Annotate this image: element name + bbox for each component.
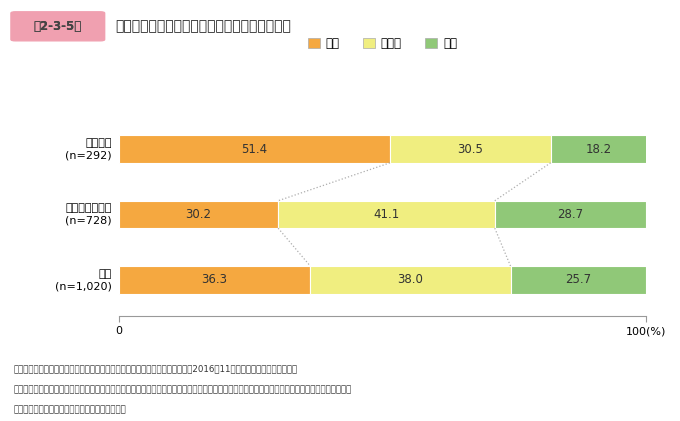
Bar <box>119 201 278 228</box>
Text: 36.3: 36.3 <box>202 273 228 286</box>
Bar <box>551 136 647 163</box>
Bar <box>511 266 646 293</box>
Text: 資料：中小企業庁委託「中小企業の成長に向けた事業戦略等に関する調査」（2016年11月、（株）野村総合研究所）: 資料：中小企業庁委託「中小企業の成長に向けた事業戦略等に関する調査」（2016年… <box>14 364 298 373</box>
Text: （注）新事業展開に対する総合的な評価として、「目標が達成できず失敗だった」、「成功か失敗かどちらともいえない」、「まだ判断できない」: （注）新事業展開に対する総合的な評価として、「目標が達成できず失敗だった」、「成… <box>14 385 352 394</box>
Bar <box>278 201 495 228</box>
Legend: 増加, 横ばい, 減少: 増加, 横ばい, 減少 <box>303 33 462 55</box>
FancyBboxPatch shape <box>11 12 105 41</box>
Bar <box>310 266 511 293</box>
Text: 第2-3-5図: 第2-3-5図 <box>34 20 82 33</box>
Text: 51.4: 51.4 <box>241 143 267 156</box>
Bar <box>390 136 551 163</box>
Text: 新事業展開の成否別に見た、経常利益率の傾向: 新事業展開の成否別に見た、経常利益率の傾向 <box>116 19 292 33</box>
Text: 41.1: 41.1 <box>373 208 400 221</box>
Text: 第2-3-5図: 第2-3-5図 <box>34 20 82 33</box>
Bar <box>119 266 310 293</box>
Text: 25.7: 25.7 <box>565 273 592 286</box>
Text: 38.0: 38.0 <box>398 273 424 286</box>
Text: 18.2: 18.2 <box>585 143 611 156</box>
Text: 30.2: 30.2 <box>186 208 211 221</box>
Bar <box>495 201 646 228</box>
Text: 28.7: 28.7 <box>558 208 583 221</box>
Text: を「成功していない」として集計している。: を「成功していない」として集計している。 <box>14 405 126 414</box>
Bar <box>119 136 390 163</box>
Text: 30.5: 30.5 <box>458 143 483 156</box>
